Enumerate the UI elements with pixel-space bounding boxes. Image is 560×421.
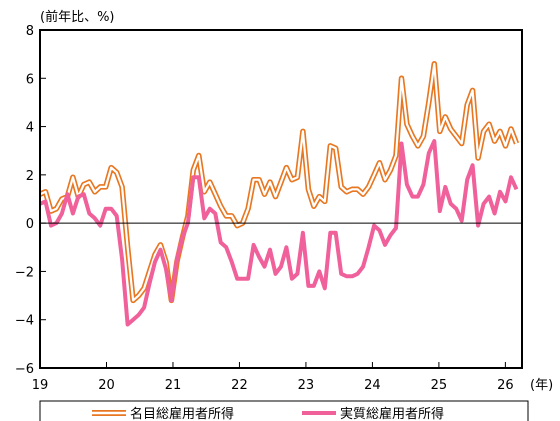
y-tick-label: −4 xyxy=(15,314,34,329)
x-unit-label: (年) xyxy=(530,378,553,393)
legend-label-real: 実質総雇用者所得 xyxy=(340,406,444,421)
x-tick-label: 26 xyxy=(497,378,514,393)
y-tick-label: 0 xyxy=(26,217,34,232)
y-tick-label: 8 xyxy=(26,24,34,39)
x-tick-label: 23 xyxy=(298,378,315,393)
series-layer xyxy=(38,61,520,327)
y-tick-label: 4 xyxy=(26,121,34,136)
legend-label-nominal: 名目総雇用者所得 xyxy=(130,406,234,421)
series-line-nominal-inner xyxy=(39,62,518,302)
series-line-nominal-outer xyxy=(38,61,520,304)
y-axis-ticks: 8 6 4 2 0 −2 −4 −6 xyxy=(15,24,46,377)
legend-box xyxy=(39,400,529,421)
legend: 名目総雇用者所得 実質総雇用者所得 xyxy=(39,400,529,421)
x-axis-ticks: 19 20 21 22 23 24 25 26 xyxy=(32,362,514,393)
x-tick-label: 24 xyxy=(364,378,381,393)
y-tick-label: −2 xyxy=(15,265,34,280)
plot-frame xyxy=(39,29,523,369)
x-tick-label: 25 xyxy=(431,378,448,393)
x-tick-label: 22 xyxy=(231,378,248,393)
x-tick-label: 20 xyxy=(98,378,115,393)
y-unit-label: (前年比、%) xyxy=(40,9,115,25)
y-tick-label: 2 xyxy=(26,169,34,184)
series-line-real xyxy=(39,139,519,327)
y-tick-label: −6 xyxy=(15,362,34,377)
x-tick-label: 21 xyxy=(165,378,182,393)
x-tick-label: 19 xyxy=(32,378,49,393)
y-tick-label: 6 xyxy=(26,72,34,87)
